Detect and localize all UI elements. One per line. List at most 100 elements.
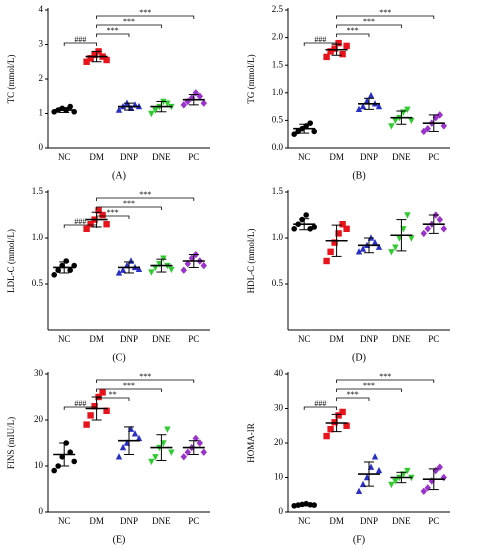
y-tick-label: 1.5 — [272, 59, 284, 69]
point — [55, 267, 61, 274]
y-tick-label: 1.0 — [272, 232, 284, 242]
x-tick-label: NC — [58, 152, 71, 162]
y-axis-title: HOMA-IR — [246, 423, 256, 463]
point — [375, 243, 383, 250]
point — [291, 131, 298, 137]
point — [343, 225, 350, 232]
point — [180, 266, 187, 274]
comparison-bracket — [63, 42, 97, 46]
point — [367, 91, 375, 99]
comparison-label: ### — [314, 35, 326, 44]
y-axis-title: FINS (mIU/L) — [6, 417, 16, 469]
x-tick-label: PC — [188, 516, 199, 526]
y-axis-title: LDL-C (mmol/L) — [6, 229, 16, 293]
point — [343, 422, 350, 429]
comparison-label: *** — [379, 372, 391, 381]
point — [71, 458, 77, 465]
comparison-bracket — [96, 215, 130, 219]
point — [408, 235, 415, 242]
point — [103, 221, 110, 228]
x-tick-label: PC — [428, 334, 439, 344]
point — [115, 269, 123, 276]
panel-label: (C) — [112, 352, 125, 363]
x-tick-label: DNP — [360, 334, 378, 344]
point — [51, 467, 57, 474]
x-tick-label: DNP — [360, 152, 378, 162]
x-tick-label: DM — [329, 334, 344, 344]
point — [311, 224, 318, 230]
point — [115, 453, 123, 460]
y-tick-label: 10 — [34, 460, 44, 470]
comparison-bracket — [336, 33, 370, 37]
comparison-label: *** — [123, 381, 135, 390]
y-tick-label: 2.0 — [272, 32, 284, 42]
x-tick-label: DM — [89, 152, 104, 162]
point — [371, 453, 379, 460]
comparison-bracket — [336, 379, 435, 383]
point — [152, 454, 159, 461]
comparison-bracket — [336, 24, 402, 28]
x-tick-label: DNE — [392, 152, 411, 162]
x-tick-label: DM — [89, 334, 104, 344]
x-tick-label: DNE — [152, 516, 171, 526]
point — [359, 480, 367, 488]
x-tick-label: NC — [298, 152, 311, 162]
comparison-bracket — [336, 15, 435, 19]
point — [67, 449, 73, 456]
point — [388, 123, 395, 130]
comparison-bracket — [336, 397, 370, 401]
comparison-label: ### — [74, 399, 86, 408]
point — [323, 257, 330, 265]
point — [115, 106, 123, 113]
point — [119, 443, 127, 451]
x-tick-label: DNP — [120, 152, 138, 162]
point — [392, 244, 399, 251]
point — [67, 267, 73, 274]
point — [135, 265, 143, 272]
comparison-label: *** — [139, 8, 151, 17]
comparison-label: ### — [74, 35, 86, 44]
point — [303, 212, 310, 218]
panel-label: (F) — [353, 534, 365, 545]
x-tick-label: DNE — [152, 334, 171, 344]
comparison-label: *** — [363, 17, 375, 26]
y-axis-title: TG (mmol/L) — [246, 54, 256, 103]
point — [436, 215, 443, 224]
y-tick-label: 1.5 — [272, 186, 284, 196]
point — [404, 212, 411, 219]
x-tick-label: DM — [329, 516, 344, 526]
comparison-bracket — [96, 15, 195, 19]
point — [404, 106, 411, 114]
point — [375, 102, 383, 110]
y-tick-label: 40 — [274, 368, 284, 378]
y-tick-label: 1.0 — [272, 87, 284, 97]
point — [164, 100, 171, 107]
point — [323, 432, 330, 440]
point — [343, 42, 350, 50]
y-tick-label: 10 — [274, 472, 284, 482]
point — [436, 111, 443, 119]
point — [392, 478, 399, 485]
comparison-bracket — [96, 397, 130, 401]
comparison-label: *** — [107, 208, 119, 217]
point — [291, 226, 298, 232]
point — [388, 249, 395, 256]
point — [51, 272, 57, 278]
panel-label: (B) — [352, 170, 365, 181]
x-tick-label: NC — [58, 334, 71, 344]
comparison-label: ** — [109, 390, 117, 399]
point — [404, 467, 411, 475]
comparison-label: *** — [347, 26, 359, 35]
x-tick-label: DM — [329, 152, 344, 162]
y-tick-label: 0 — [39, 506, 44, 516]
comparison-bracket — [336, 388, 402, 392]
y-tick-label: 20 — [34, 414, 44, 424]
point — [307, 120, 314, 126]
point — [440, 473, 447, 482]
x-tick-label: NC — [298, 334, 311, 344]
x-tick-label: PC — [428, 516, 439, 526]
y-tick-label: 20 — [274, 437, 284, 447]
y-tick-label: 30 — [34, 368, 44, 378]
point — [148, 269, 155, 276]
